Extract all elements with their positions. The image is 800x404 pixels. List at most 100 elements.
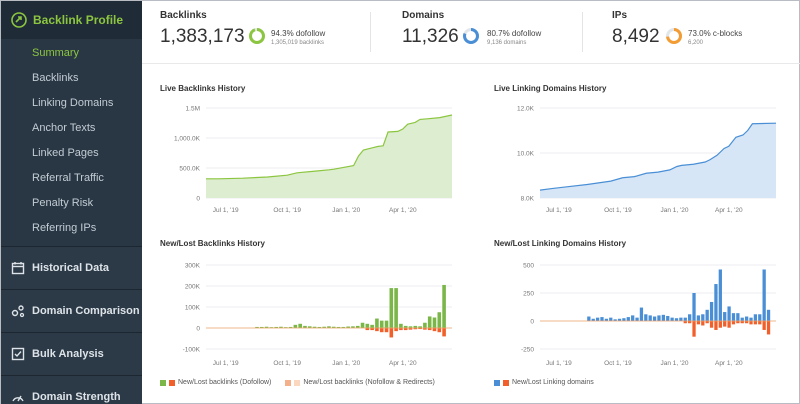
bar-new bbox=[727, 306, 731, 321]
sidebar-header-label: Backlink Profile bbox=[33, 13, 124, 27]
bar-new bbox=[432, 317, 437, 328]
legend-label-nofollow: New/Lost backlinks (Nofollow & Redirects… bbox=[303, 379, 435, 386]
sidebar-section-label: Domain Strength bbox=[32, 391, 121, 403]
y-tick-label: 200K bbox=[185, 284, 201, 291]
metric-value: 11,326 bbox=[402, 26, 459, 47]
ring-fill bbox=[463, 28, 479, 44]
bar-new bbox=[317, 326, 322, 328]
sidebar-section-domain-strength[interactable]: Domain Strength bbox=[1, 375, 142, 404]
bar-new bbox=[635, 317, 639, 321]
bar-new bbox=[394, 288, 398, 328]
bar-lost bbox=[379, 328, 384, 333]
bar-lost bbox=[744, 321, 749, 324]
bar-new bbox=[709, 301, 714, 321]
bar-new bbox=[758, 314, 762, 321]
y-tick-label: -100K bbox=[183, 347, 201, 354]
bar-new bbox=[762, 269, 766, 321]
area-fill bbox=[206, 115, 452, 198]
dofollow-ring bbox=[249, 28, 265, 44]
metric-divider bbox=[370, 12, 371, 52]
sidebar-item-anchor-texts[interactable]: Anchor Texts bbox=[32, 122, 96, 134]
y-tick-label: 0 bbox=[530, 319, 534, 326]
sidebar-section-label: Domain Comparison bbox=[32, 305, 140, 317]
bar-lost bbox=[714, 321, 718, 330]
metric-sub: 6,200 bbox=[688, 40, 704, 46]
x-tick-label: Jul 1, '19 bbox=[213, 207, 239, 214]
chart-title-live-backlinks: Live Backlinks History bbox=[160, 84, 246, 93]
bar-new bbox=[736, 313, 740, 321]
bar-new bbox=[307, 326, 312, 328]
y-tick-label: 300K bbox=[185, 263, 201, 270]
live-backlinks-chart: 0 500.0K 1,000.0K 1.5M Jul 1, '19 Oct 1, '19 J… bbox=[174, 106, 453, 214]
bar-new bbox=[379, 320, 384, 328]
bar-lost bbox=[762, 321, 766, 330]
bar-new bbox=[749, 317, 753, 321]
bar-lost bbox=[432, 328, 437, 332]
bar-lost bbox=[701, 321, 705, 326]
bar-lost bbox=[766, 321, 771, 335]
bar-new bbox=[423, 322, 427, 328]
sidebar-item-referral-traffic[interactable]: Referral Traffic bbox=[32, 172, 104, 184]
sidebar-item-linking-domains[interactable]: Linking Domains bbox=[32, 97, 114, 109]
bar-lost bbox=[749, 321, 753, 325]
sidebar-section-bulk-analysis[interactable]: Bulk Analysis bbox=[1, 332, 142, 375]
bar-new bbox=[413, 325, 418, 328]
sidebar-item-penalty-risk[interactable]: Penalty Risk bbox=[32, 197, 94, 209]
bar-new bbox=[327, 326, 331, 328]
bar-new bbox=[688, 314, 692, 321]
sidebar-item-summary[interactable]: Summary bbox=[32, 47, 80, 59]
bar-new bbox=[766, 309, 771, 321]
bar-new bbox=[427, 316, 432, 328]
bar-new bbox=[744, 316, 749, 321]
legend-domains: New/Lost Linking domains bbox=[494, 379, 594, 386]
bar-new bbox=[731, 313, 736, 321]
bar-new bbox=[283, 327, 288, 328]
bar-new bbox=[336, 326, 341, 328]
x-tick-label: Jul 1, '19 bbox=[546, 360, 572, 367]
bar-new bbox=[591, 318, 595, 321]
legend-swatch-dofollow-lost bbox=[169, 379, 175, 386]
bar-lost bbox=[692, 321, 696, 337]
sidebar-item-referring-ips[interactable]: Referring IPs bbox=[32, 222, 97, 234]
bar-lost bbox=[705, 321, 709, 324]
sidebar-submenu: Summary Backlinks Linking Domains Anchor… bbox=[1, 39, 142, 241]
legend-backlinks: New/Lost backlinks (Dofollow) New/Lost b… bbox=[160, 379, 435, 386]
bar-new bbox=[365, 323, 370, 328]
sidebar-header-backlink-profile[interactable]: Backlink Profile bbox=[1, 1, 142, 39]
bar-lost bbox=[384, 328, 389, 333]
compare-nodes-icon bbox=[11, 305, 25, 318]
bar-new bbox=[322, 326, 326, 328]
bar-new bbox=[652, 316, 657, 321]
metric-percent: 94.3% dofollow bbox=[271, 29, 326, 38]
sidebar-section-historical-data[interactable]: Historical Data bbox=[1, 246, 142, 289]
sidebar-section-label: Bulk Analysis bbox=[32, 348, 104, 360]
bar-new bbox=[274, 326, 278, 328]
y-tick-label: 0 bbox=[196, 326, 200, 333]
sidebar-section-domain-comparison[interactable]: Domain Comparison bbox=[1, 289, 142, 332]
bar-new bbox=[648, 315, 652, 321]
bar-lost bbox=[718, 321, 722, 328]
metric-backlinks: Backlinks 1,383,173 94.3% dofollow 1,305… bbox=[160, 10, 370, 56]
bar-lost bbox=[413, 328, 418, 330]
newlost-backlinks-chart: -100K 0 100K 200K 300K Jul 1, '19 Oct 1, '19 Ja… bbox=[183, 263, 452, 367]
legend-label-dofollow: New/Lost backlinks (Dofollow) bbox=[178, 379, 272, 386]
bar-new bbox=[437, 312, 442, 328]
sidebar-item-backlinks[interactable]: Backlinks bbox=[32, 72, 79, 84]
sidebar-item-linked-pages[interactable]: Linked Pages bbox=[32, 147, 99, 159]
x-tick-label: Jan 1, '20 bbox=[661, 360, 689, 367]
bar-new bbox=[609, 317, 613, 321]
bar-new bbox=[631, 315, 635, 321]
gauge-icon bbox=[12, 395, 24, 402]
metric-label: Backlinks bbox=[160, 10, 207, 21]
metric-domains: Domains 11,326 80.7% dofollow 9,136 doma… bbox=[402, 10, 582, 56]
x-tick-label: Oct 1, '19 bbox=[604, 207, 632, 214]
y-tick-label: 12.0K bbox=[517, 106, 535, 113]
bar-new bbox=[617, 318, 622, 321]
metric-percent: 80.7% dofollow bbox=[487, 29, 542, 38]
area-line bbox=[539, 122, 777, 191]
bar-lost bbox=[399, 328, 403, 331]
bar-new bbox=[718, 269, 722, 321]
header-divider bbox=[142, 63, 800, 64]
bar-new bbox=[408, 326, 413, 328]
y-tick-label: 8.0K bbox=[521, 196, 535, 203]
